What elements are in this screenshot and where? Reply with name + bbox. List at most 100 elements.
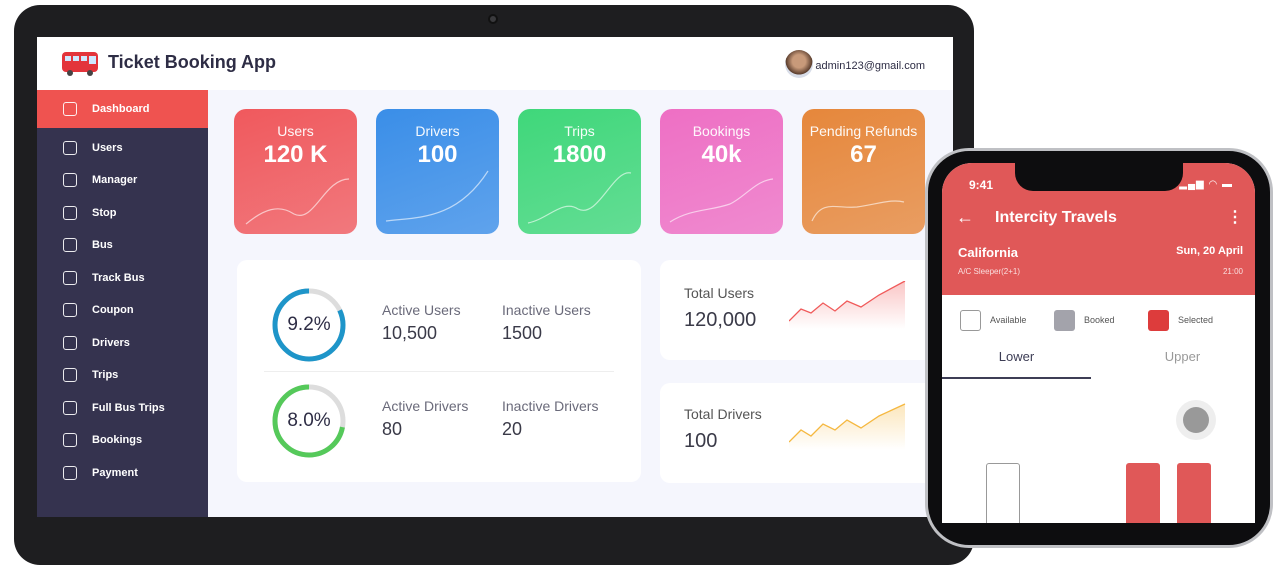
sidebar: Dashboard Users Manager Stop Bus Track Bus Cou… xyxy=(37,90,208,517)
user-email[interactable]: admin123@gmail.com xyxy=(815,60,925,72)
app-title: Ticket Booking App xyxy=(108,52,277,72)
total-trend-chart xyxy=(789,281,906,329)
card-label: Users xyxy=(277,123,314,139)
sidebar-item-label: Track Bus xyxy=(92,271,145,284)
phone-title: Intercity Travels xyxy=(995,209,1117,226)
sidebar-item-label: Payment xyxy=(92,466,138,479)
available-swatch xyxy=(960,310,981,331)
inactive-label: Inactive Users xyxy=(502,302,591,318)
total-label: Total Users xyxy=(684,285,755,301)
sidebar-item-drivers[interactable]: Drivers xyxy=(37,324,208,362)
avatar[interactable] xyxy=(785,50,813,78)
header: Ticket Booking App admin123@gmail.com xyxy=(37,37,953,90)
sidebar-item-dashboard[interactable]: Dashboard xyxy=(37,90,208,128)
stat-card-users[interactable]: Users 120 K xyxy=(234,109,357,234)
sidebar-item-label: Users xyxy=(92,141,123,154)
sidebar-item-label: Drivers xyxy=(92,336,130,349)
phone-screen: 9:41 ▂▄▆ ◠ ▬ ← Intercity Travels ⋮ Calif… xyxy=(942,163,1255,523)
bus-type: A/C Sleeper(2+1) xyxy=(958,267,1021,276)
sidebar-item-label: Manager xyxy=(92,174,138,186)
trips-icon xyxy=(63,368,77,382)
card-value: 120 K xyxy=(263,141,328,168)
drivers-ring-chart: 8.0% xyxy=(271,383,347,459)
sidebar-item-bus[interactable]: Bus xyxy=(37,226,208,264)
stat-card-drivers[interactable]: Drivers 100 xyxy=(376,109,499,234)
driver-icon xyxy=(63,335,77,350)
sidebar-item-full-bus-trips[interactable]: Full Bus Trips xyxy=(37,389,208,427)
bus-logo-icon xyxy=(62,52,98,76)
sidebar-item-manager[interactable]: Manager xyxy=(37,161,208,199)
users-icon xyxy=(63,140,77,155)
seat-selected[interactable] xyxy=(1177,463,1211,523)
active-value: 80 xyxy=(382,419,403,439)
active-label: Active Users xyxy=(382,302,461,318)
selected-swatch xyxy=(1148,310,1169,331)
seat-selected[interactable] xyxy=(1126,463,1160,523)
status-time: 9:41 xyxy=(969,178,994,192)
sparkline xyxy=(245,178,350,225)
total-trend-chart xyxy=(789,403,906,450)
stats-panel xyxy=(237,260,641,482)
legend-available: Available xyxy=(990,315,1027,325)
coupon-icon xyxy=(63,303,77,317)
total-value: 120,000 xyxy=(684,309,757,331)
divider xyxy=(264,371,614,372)
travel-date: Sun, 20 April xyxy=(1176,245,1243,257)
sidebar-item-coupon[interactable]: Coupon xyxy=(37,291,208,329)
legend-selected: Selected xyxy=(1178,315,1214,325)
payment-icon xyxy=(63,465,77,480)
card-value: 1800 xyxy=(552,141,607,168)
active-value: 10,500 xyxy=(382,323,438,343)
sidebar-item-label: Coupon xyxy=(92,304,134,316)
sidebar-item-track-bus[interactable]: Track Bus xyxy=(37,259,208,297)
ring-percent: 9.2% xyxy=(287,314,331,335)
sparkline xyxy=(669,178,774,223)
users-ring-chart: 9.2% xyxy=(271,287,347,363)
tab-upper[interactable]: Upper xyxy=(1164,349,1201,364)
sparkline xyxy=(385,170,489,222)
sidebar-item-stop[interactable]: Stop xyxy=(37,194,208,232)
ring-progress xyxy=(272,288,346,362)
card-label: Drivers xyxy=(415,123,460,139)
sidebar-item-label: Bus xyxy=(92,239,113,251)
card-label: Trips xyxy=(564,123,595,139)
gear-icon xyxy=(63,173,77,187)
track-icon xyxy=(63,270,77,285)
sidebar-item-label: Full Bus Trips xyxy=(92,401,165,414)
status-icons: ▂▄▆ ◠ ▬ xyxy=(1179,179,1233,190)
sidebar-item-label: Trips xyxy=(92,369,119,381)
sidebar-item-label: Bookings xyxy=(92,434,143,446)
seat-available[interactable] xyxy=(986,463,1020,523)
back-arrow-icon[interactable]: ← xyxy=(956,207,974,227)
stat-card-bookings[interactable]: Bookings 40k xyxy=(660,109,783,234)
legend-booked: Booked xyxy=(1084,315,1115,325)
sidebar-item-trips[interactable]: Trips xyxy=(37,356,208,394)
card-label: Pending Refunds xyxy=(809,123,918,139)
card-value: 100 xyxy=(417,141,458,168)
depart-time: 21:00 xyxy=(1222,267,1243,276)
sidebar-item-bookings[interactable]: Bookings xyxy=(37,421,208,459)
stat-card-trips[interactable]: Trips 1800 xyxy=(518,109,641,234)
active-label: Active Drivers xyxy=(382,398,469,414)
tab-lower[interactable]: Lower xyxy=(942,343,1091,379)
sidebar-item-label: Stop xyxy=(92,206,117,219)
sparkline xyxy=(527,172,632,224)
bus-icon xyxy=(63,238,77,252)
inactive-value: 1500 xyxy=(502,323,543,343)
stat-card-pending-refunds[interactable]: Pending Refunds 67 xyxy=(802,109,925,234)
ring-percent: 8.0% xyxy=(287,410,331,431)
card-value: 67 xyxy=(850,141,877,168)
card-label: Bookings xyxy=(692,123,751,139)
speedometer-icon xyxy=(63,102,77,116)
dashboard-screen: Ticket Booking App admin123@gmail.com Da… xyxy=(37,37,953,517)
total-label: Total Drivers xyxy=(684,406,762,422)
inactive-label: Inactive Drivers xyxy=(502,398,599,414)
sidebar-item-users[interactable]: Users xyxy=(37,129,208,167)
ring-progress xyxy=(272,384,346,458)
card-value: 40k xyxy=(701,141,742,168)
booked-swatch xyxy=(1054,310,1075,331)
inactive-value: 20 xyxy=(502,419,523,439)
steering-wheel-icon xyxy=(1176,400,1216,440)
more-menu-icon[interactable]: ⋮ xyxy=(1227,209,1243,226)
sidebar-item-payment[interactable]: Payment xyxy=(37,454,208,492)
